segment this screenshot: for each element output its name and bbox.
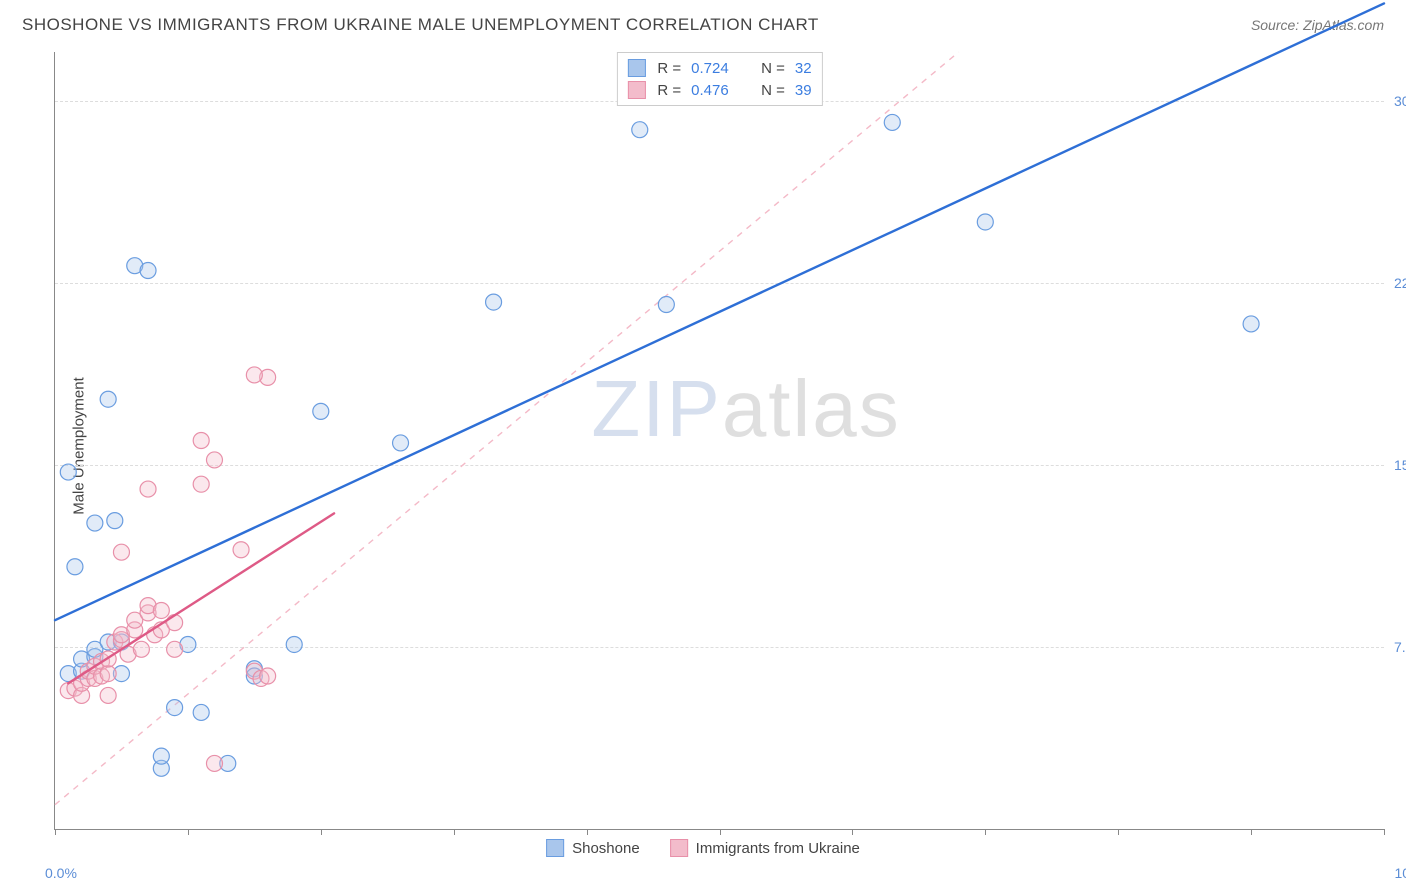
data-point-ukraine bbox=[206, 452, 222, 468]
legend-r-label: R = bbox=[657, 60, 681, 77]
x-tick bbox=[188, 829, 189, 835]
x-tick bbox=[852, 829, 853, 835]
legend-label-shoshone: Shoshone bbox=[572, 840, 640, 857]
x-tick bbox=[454, 829, 455, 835]
legend-row-shoshone: R = 0.724 N = 32 bbox=[627, 57, 811, 79]
data-point-shoshone bbox=[884, 114, 900, 130]
chart-header: SHOSHONE VS IMMIGRANTS FROM UKRAINE MALE… bbox=[22, 15, 1384, 35]
swatch-ukraine-icon bbox=[670, 839, 688, 857]
legend-row-ukraine: R = 0.476 N = 39 bbox=[627, 79, 811, 101]
chart-plot-area: ZIPatlas R = 0.724 N = 32 R = 0.476 N = … bbox=[54, 52, 1384, 830]
x-tick bbox=[55, 829, 56, 835]
data-point-ukraine bbox=[113, 544, 129, 560]
data-point-shoshone bbox=[87, 515, 103, 531]
data-point-ukraine bbox=[140, 481, 156, 497]
legend-correlation-box: R = 0.724 N = 32 R = 0.476 N = 39 bbox=[616, 52, 822, 106]
legend-item-ukraine: Immigrants from Ukraine bbox=[670, 839, 860, 857]
legend-n-value-shoshone: 32 bbox=[795, 60, 812, 77]
data-point-ukraine bbox=[233, 542, 249, 558]
data-point-shoshone bbox=[658, 297, 674, 313]
legend-r-label: R = bbox=[657, 82, 681, 99]
y-tick-label: 15.0% bbox=[1394, 457, 1406, 473]
legend-item-shoshone: Shoshone bbox=[546, 839, 640, 857]
data-point-shoshone bbox=[140, 263, 156, 279]
x-tick bbox=[1118, 829, 1119, 835]
data-point-ukraine bbox=[100, 687, 116, 703]
data-point-ukraine bbox=[133, 641, 149, 657]
scatter-svg bbox=[55, 52, 1384, 829]
legend-r-value-ukraine: 0.476 bbox=[691, 82, 741, 99]
x-tick-label-min: 0.0% bbox=[45, 865, 77, 881]
trend-line-ukraine bbox=[68, 513, 334, 683]
x-tick-label-max: 100.0% bbox=[1395, 865, 1406, 881]
data-point-ukraine bbox=[193, 433, 209, 449]
legend-n-value-ukraine: 39 bbox=[795, 82, 812, 99]
data-point-shoshone bbox=[286, 636, 302, 652]
data-point-shoshone bbox=[1243, 316, 1259, 332]
chart-source: Source: ZipAtlas.com bbox=[1251, 17, 1384, 33]
x-tick bbox=[720, 829, 721, 835]
data-point-ukraine bbox=[100, 666, 116, 682]
data-point-ukraine bbox=[260, 668, 276, 684]
data-point-ukraine bbox=[193, 476, 209, 492]
legend-n-label: N = bbox=[761, 82, 785, 99]
chart-title: SHOSHONE VS IMMIGRANTS FROM UKRAINE MALE… bbox=[22, 15, 819, 35]
data-point-shoshone bbox=[107, 513, 123, 529]
data-point-shoshone bbox=[193, 704, 209, 720]
data-point-ukraine bbox=[246, 367, 262, 383]
swatch-shoshone-icon bbox=[627, 59, 645, 77]
data-point-shoshone bbox=[167, 700, 183, 716]
data-point-ukraine bbox=[167, 641, 183, 657]
swatch-ukraine-icon bbox=[627, 81, 645, 99]
x-tick bbox=[321, 829, 322, 835]
reference-dash-line bbox=[55, 52, 959, 805]
x-tick bbox=[1384, 829, 1385, 835]
x-tick bbox=[985, 829, 986, 835]
data-point-shoshone bbox=[153, 748, 169, 764]
x-tick bbox=[587, 829, 588, 835]
data-point-shoshone bbox=[313, 403, 329, 419]
y-tick-label: 22.5% bbox=[1394, 275, 1406, 291]
data-point-shoshone bbox=[60, 464, 76, 480]
data-point-shoshone bbox=[67, 559, 83, 575]
data-point-shoshone bbox=[393, 435, 409, 451]
y-tick-label: 30.0% bbox=[1394, 93, 1406, 109]
legend-bottom: Shoshone Immigrants from Ukraine bbox=[546, 839, 860, 857]
data-point-ukraine bbox=[167, 615, 183, 631]
legend-n-label: N = bbox=[761, 60, 785, 77]
legend-label-ukraine: Immigrants from Ukraine bbox=[696, 840, 860, 857]
y-tick-label: 7.5% bbox=[1394, 639, 1406, 655]
data-point-shoshone bbox=[486, 294, 502, 310]
legend-r-value-shoshone: 0.724 bbox=[691, 60, 741, 77]
data-point-ukraine bbox=[153, 602, 169, 618]
swatch-shoshone-icon bbox=[546, 839, 564, 857]
data-point-shoshone bbox=[100, 391, 116, 407]
data-point-ukraine bbox=[206, 755, 222, 771]
x-tick bbox=[1251, 829, 1252, 835]
data-point-shoshone bbox=[977, 214, 993, 230]
data-point-shoshone bbox=[632, 122, 648, 138]
